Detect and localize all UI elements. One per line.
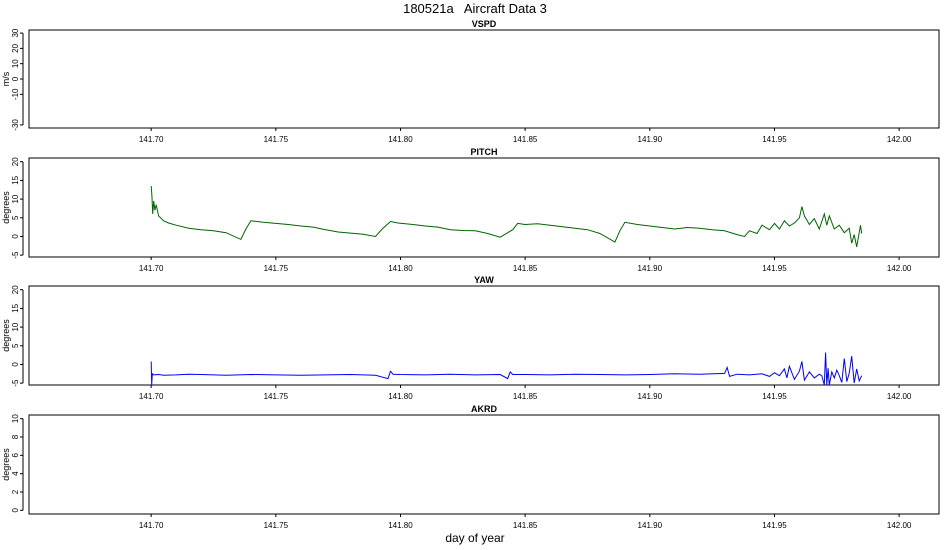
- vspd-x-tick-label: 142.00: [887, 135, 912, 144]
- yaw-x-tick-label: 141.70: [139, 392, 164, 401]
- akrd-x-tick-label: 141.75: [264, 521, 289, 530]
- yaw-x-tick-label: 141.90: [638, 392, 663, 401]
- pitch-x-tick-label: 141.70: [139, 264, 164, 273]
- pitch-panel-title: PITCH: [471, 147, 498, 157]
- panel-vspd: VSPD m/s -30 -10 0 10 20 30 141.70 141.75 141.80 14…: [1, 19, 940, 144]
- vspd-plot-frame: [28, 29, 940, 129]
- akrd-x-tick-label: 141.90: [638, 521, 663, 530]
- panel-akrd: AKRD degrees 0 2 4 6 8 10 141.70 141.75 141.80 141.…: [1, 404, 940, 530]
- pitch-series-line: [150, 185, 863, 247]
- pitch-x-tick-label: 141.80: [388, 264, 413, 273]
- yaw-x-tick-label: 141.95: [762, 392, 787, 401]
- pitch-x-tick-label: 141.90: [638, 264, 663, 273]
- yaw-plot-frame: [28, 285, 940, 386]
- yaw-x-tick-label: 142.00: [887, 392, 912, 401]
- akrd-y-tick-label: 6: [11, 453, 20, 458]
- vspd-y-tick-label: -10: [11, 88, 20, 100]
- panel-pitch: PITCH degrees -5 0 5 10 15 20 141.70 141.75 141.80…: [1, 147, 940, 273]
- akrd-y-tick-label: 0: [11, 508, 20, 513]
- vspd-y-tick-label: 20: [11, 43, 20, 52]
- akrd-x-tick-label: 142.00: [887, 521, 912, 530]
- yaw-y-tick-label: 15: [11, 303, 20, 312]
- vspd-y-tick-label: 30: [11, 28, 20, 37]
- vspd-y-tick-label: 10: [11, 59, 20, 68]
- akrd-y-tick-label: 2: [11, 489, 20, 494]
- akrd-x-tick-label: 141.80: [388, 521, 413, 530]
- x-axis-label: day of year: [445, 531, 505, 545]
- yaw-y-tick-label: -5: [11, 379, 20, 387]
- vspd-panel-title: VSPD: [472, 19, 497, 29]
- akrd-y-tick-label: 4: [11, 471, 20, 476]
- akrd-plot-frame: [28, 414, 940, 515]
- vspd-x-tick-label: 141.75: [264, 135, 289, 144]
- yaw-y-tick-label: 0: [11, 362, 20, 367]
- akrd-x-tick-label: 141.70: [139, 521, 164, 530]
- yaw-x-tick-label: 141.75: [264, 392, 289, 401]
- akrd-y-axis-label: degrees: [1, 448, 11, 481]
- akrd-panel-title: AKRD: [471, 404, 497, 414]
- yaw-series-line: [150, 352, 863, 386]
- akrd-x-tick-label: 141.85: [513, 521, 538, 530]
- yaw-x-tick-label: 141.80: [388, 392, 413, 401]
- panel-yaw: YAW degrees -5 0 5 10 15 20 141.70 141.75 141.80 14…: [1, 275, 940, 401]
- yaw-y-axis-label: degrees: [1, 319, 11, 352]
- akrd-y-tick-label: 10: [11, 414, 20, 423]
- pitch-y-tick-label: 0: [11, 234, 20, 239]
- vspd-x-tick-label: 141.70: [139, 135, 164, 144]
- pitch-x-tick-label: 141.85: [513, 264, 538, 273]
- pitch-y-tick-label: 10: [11, 194, 20, 203]
- pitch-x-tick-label: 142.00: [887, 264, 912, 273]
- yaw-panel-title: YAW: [474, 275, 494, 285]
- pitch-x-tick-label: 141.95: [762, 264, 787, 273]
- yaw-y-tick-label: 20: [11, 285, 20, 294]
- figure-title: 180521a Aircraft Data 3: [403, 1, 547, 16]
- vspd-x-tick-label: 141.90: [638, 135, 663, 144]
- vspd-y-tick-label: -30: [11, 119, 20, 131]
- akrd-x-tick-label: 141.95: [762, 521, 787, 530]
- pitch-y-tick-label: 5: [11, 215, 20, 220]
- yaw-y-tick-label: 5: [11, 343, 20, 348]
- yaw-x-tick-label: 141.85: [513, 392, 538, 401]
- vspd-y-axis-label: m/s: [1, 71, 11, 86]
- pitch-x-tick-label: 141.75: [264, 264, 289, 273]
- vspd-x-tick-label: 141.95: [762, 135, 787, 144]
- pitch-y-tick-label: 15: [11, 175, 20, 184]
- vspd-y-tick-label: 0: [11, 76, 20, 81]
- pitch-y-tick-label: -5: [11, 251, 20, 259]
- akrd-y-tick-label: 8: [11, 434, 20, 439]
- pitch-y-axis-label: degrees: [1, 191, 11, 224]
- vspd-x-tick-label: 141.80: [388, 135, 413, 144]
- pitch-plot-frame: [28, 157, 940, 258]
- vspd-x-tick-label: 141.85: [513, 135, 538, 144]
- yaw-y-tick-label: 10: [11, 322, 20, 331]
- pitch-y-tick-label: 20: [11, 157, 20, 166]
